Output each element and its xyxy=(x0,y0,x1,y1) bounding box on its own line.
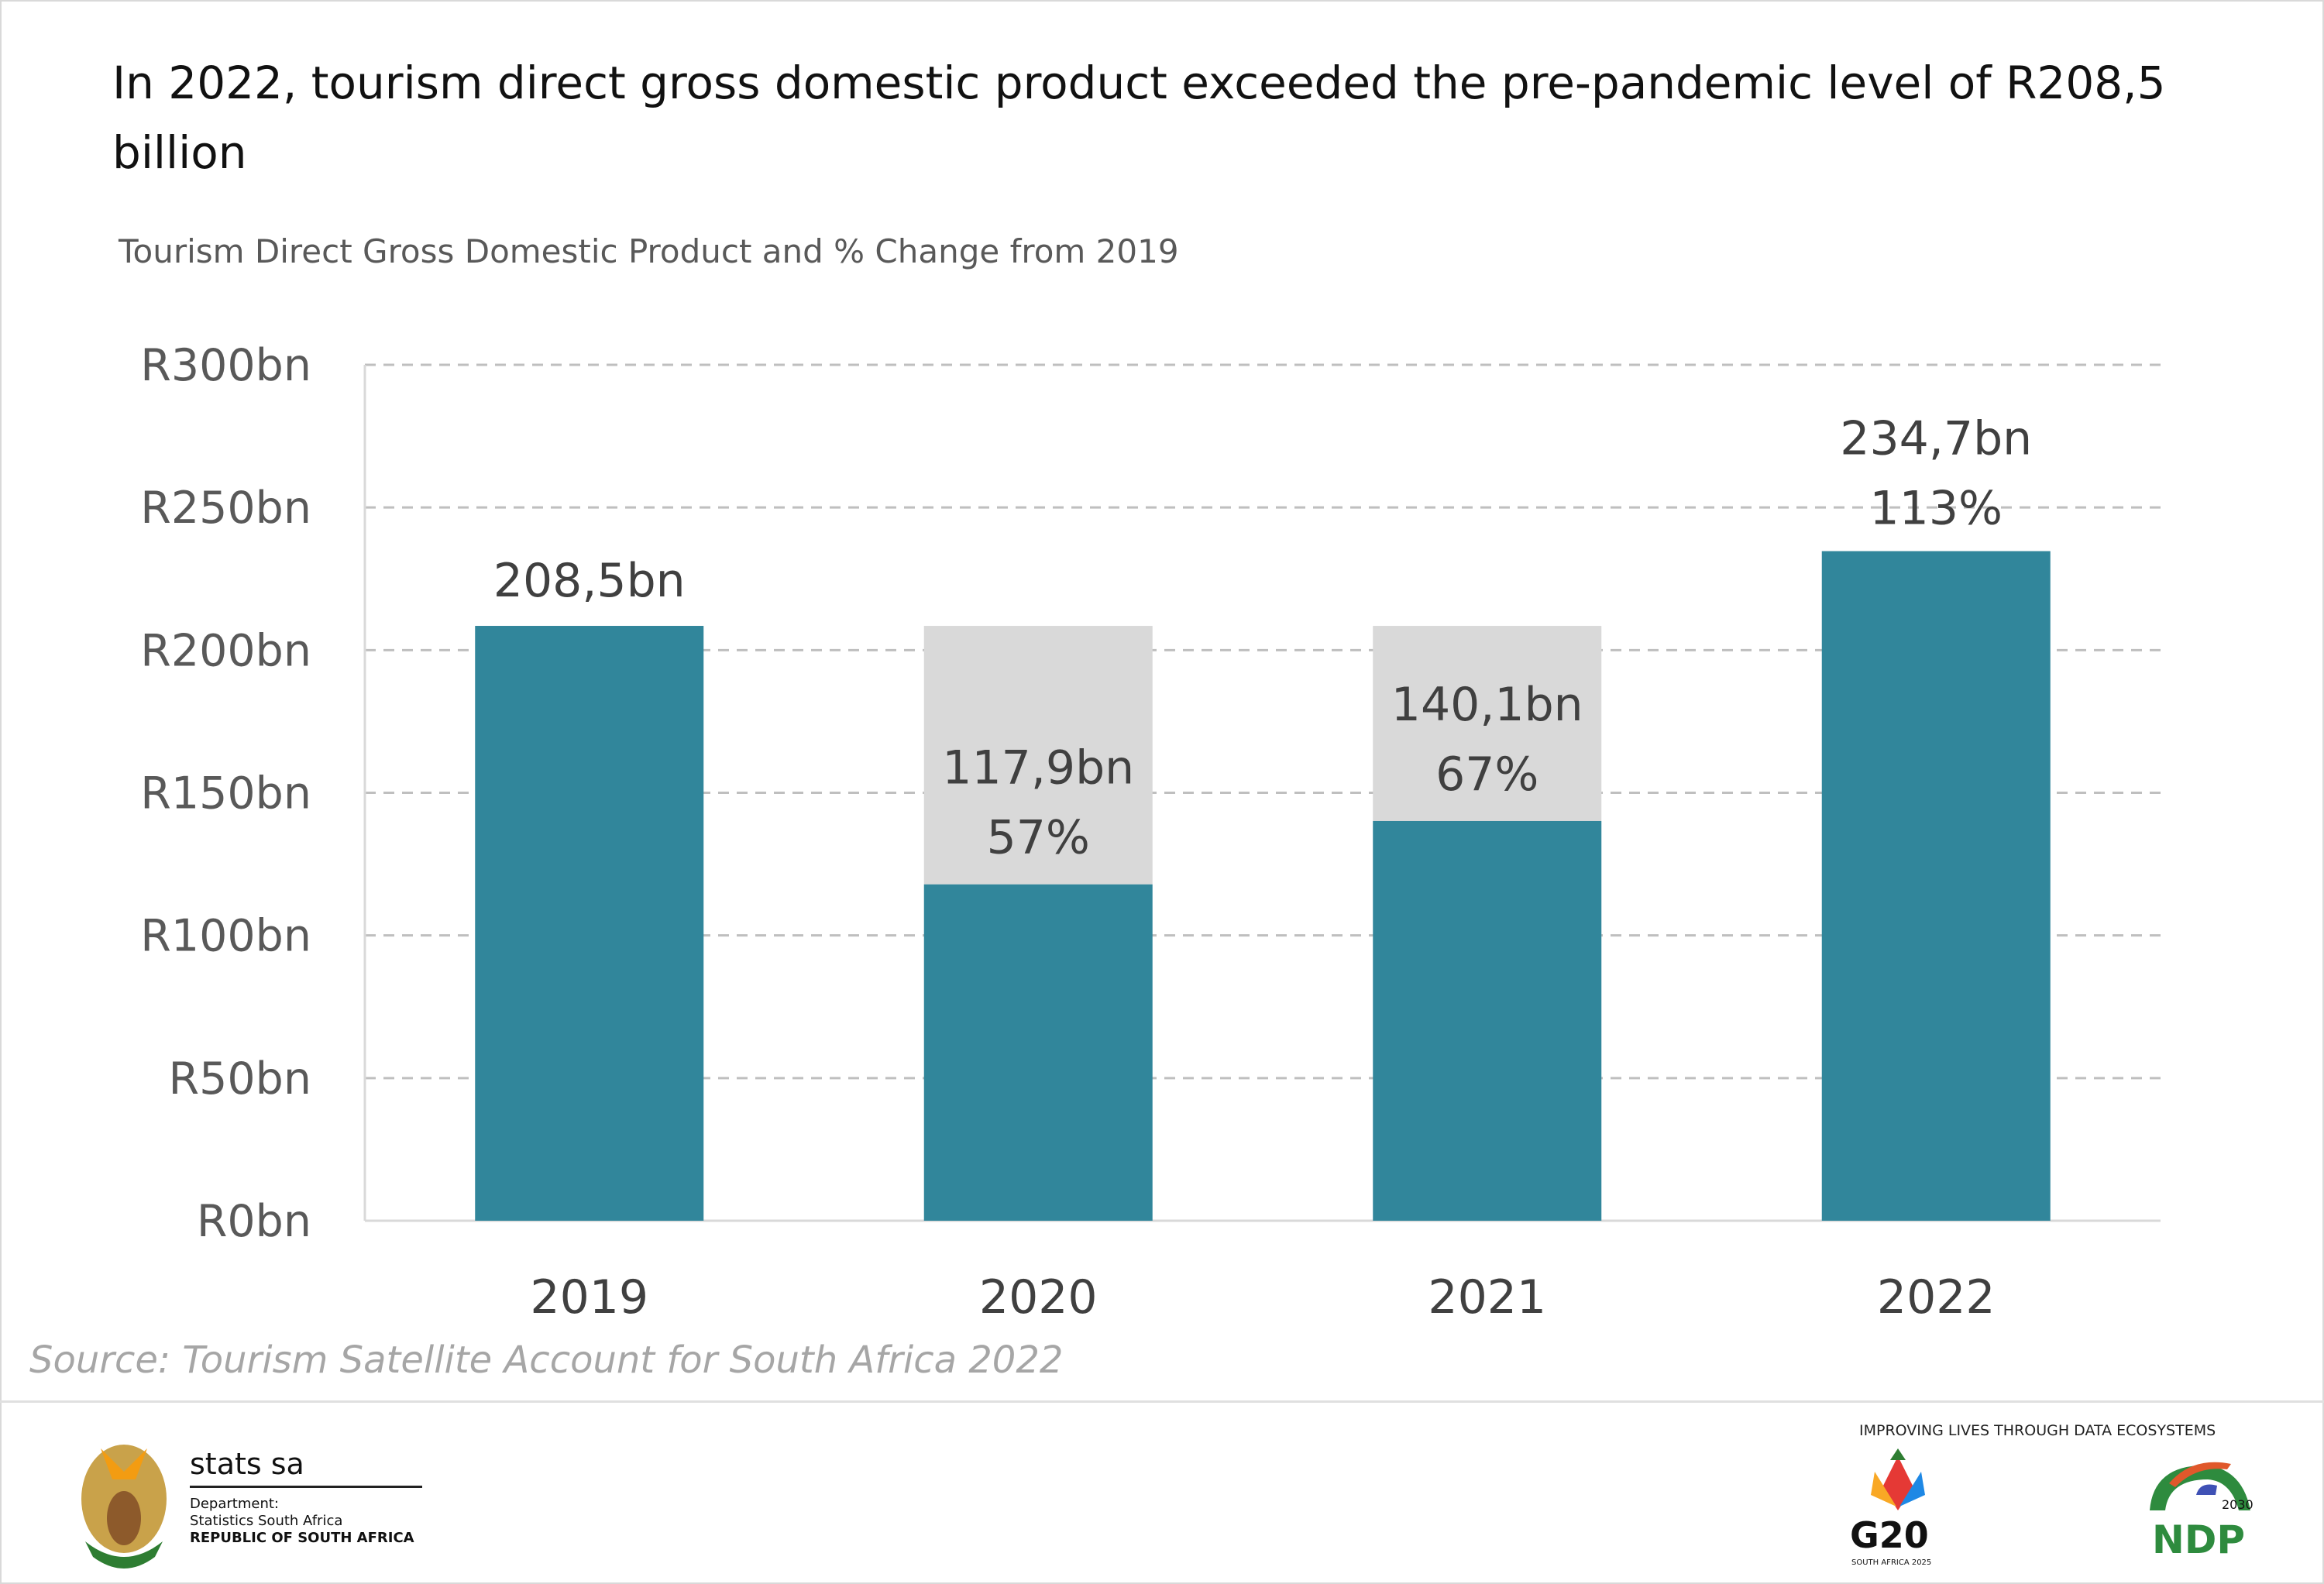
bar-2020 xyxy=(923,884,1153,1221)
dept-line1: Department: xyxy=(190,1496,279,1512)
bar-2019 xyxy=(475,626,704,1221)
ndp-text: NDP xyxy=(2152,1517,2245,1562)
data-label-percent: 67% xyxy=(1435,747,1538,802)
chart-subtitle: Tourism Direct Gross Domestic Product an… xyxy=(119,232,1179,270)
y-tick-label: R300bn xyxy=(140,340,311,391)
x-tick-label: 2020 xyxy=(979,1270,1098,1325)
dept-line3: REPUBLIC OF SOUTH AFRICA xyxy=(190,1530,414,1546)
y-tick-label: R250bn xyxy=(140,483,311,534)
data-label-percent: 57% xyxy=(987,811,1090,865)
ndp-year: 2030 xyxy=(2222,1497,2254,1512)
bar-2022 xyxy=(1821,551,2051,1221)
footer-divider xyxy=(0,1400,2324,1403)
data-label-percent: 113% xyxy=(1869,482,2003,536)
x-tick-label: 2022 xyxy=(1877,1270,1996,1325)
x-tick-label: 2021 xyxy=(1428,1270,1546,1325)
stats-sa-logo: stats sa Department: Statistics South Af… xyxy=(190,1447,422,1547)
y-tick-label: R200bn xyxy=(140,625,311,676)
data-label-value: 140,1bn xyxy=(1391,678,1583,732)
bar-baseline-2019-2020 xyxy=(923,626,1153,885)
logo-name: stats sa xyxy=(190,1447,304,1481)
y-tick-label: R50bn xyxy=(169,1053,311,1105)
y-tick-label: R100bn xyxy=(140,911,311,962)
footer-tagline: IMPROVING LIVES THROUGH DATA ECOSYSTEMS xyxy=(1859,1422,2216,1439)
data-label-value: 234,7bn xyxy=(1840,412,2032,466)
y-tick-label: R0bn xyxy=(197,1196,311,1247)
data-label-value: 208,5bn xyxy=(493,554,686,608)
chart-title: In 2022, tourism direct gross domestic p… xyxy=(112,57,2166,179)
bar-2021 xyxy=(1373,820,1602,1221)
data-label-value: 117,9bn xyxy=(942,741,1134,795)
g20-subtext: SOUTH AFRICA 2025 xyxy=(1851,1558,1932,1567)
y-tick-label: R150bn xyxy=(140,768,311,819)
bar-baseline-2019-2021 xyxy=(1373,626,1602,821)
source-note: Source: Tourism Satellite Account for So… xyxy=(29,1338,1064,1382)
dept-line2: Statistics South Africa xyxy=(190,1513,343,1529)
x-tick-label: 2019 xyxy=(530,1270,648,1325)
g20-text: G20 xyxy=(1850,1514,1929,1556)
logo-rule xyxy=(190,1486,422,1488)
